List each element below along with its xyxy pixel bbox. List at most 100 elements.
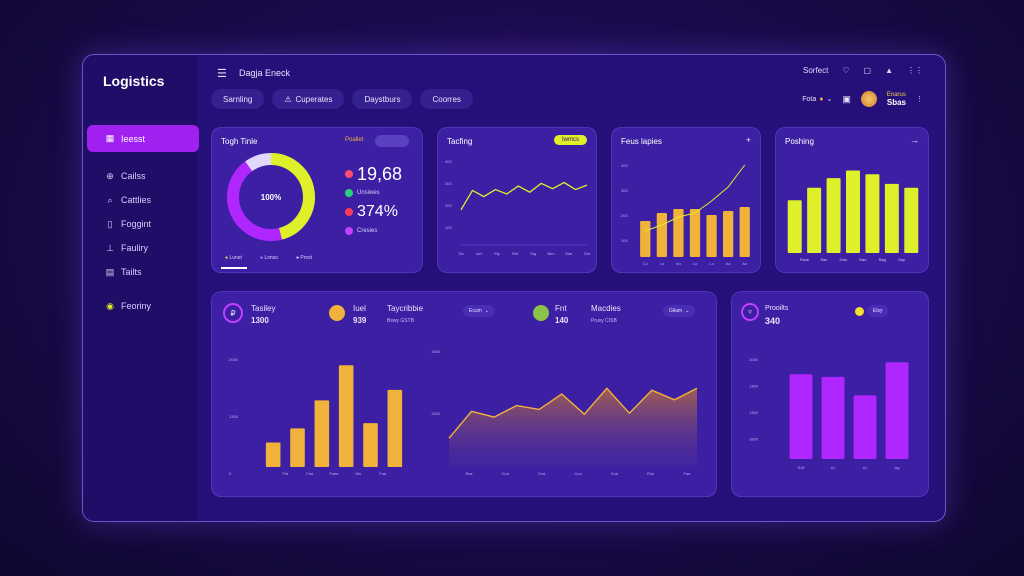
- y-tick-label: 100: [445, 225, 452, 230]
- bar: [314, 400, 330, 467]
- x-tick-label: Aet: [476, 251, 483, 256]
- tab-coorres[interactable]: Coorres: [420, 89, 473, 109]
- purple-card: ▿ Prooilts 340 Elsy 1000 1300 1300 1800 SJ8 A…: [731, 291, 929, 497]
- user-row: Fota ● ⌄ ▣ Enarus Sbas ⋮: [802, 91, 923, 107]
- calendar-icon[interactable]: ▣: [842, 93, 851, 104]
- metric-value: 1300: [251, 316, 269, 325]
- sidebar-item-foggint[interactable]: ▯ Foggint: [83, 212, 197, 236]
- sidebar-item-feoriny[interactable]: ◉ Feoriny: [83, 294, 197, 318]
- bar: [706, 215, 717, 257]
- shield-icon: ₽: [223, 303, 243, 323]
- y-tick-label: 1800: [749, 437, 759, 442]
- x-tick-label: Lo: [660, 261, 665, 266]
- donut-slice: [270, 153, 315, 240]
- select-gliam[interactable]: Gliam ⌄: [663, 305, 696, 317]
- metric-title: Prooilts: [765, 305, 789, 312]
- stat-icon: [345, 170, 353, 178]
- y-tick-label: 300: [445, 181, 452, 186]
- stat-icon: [345, 189, 353, 197]
- y-tick-label: 1300: [431, 411, 441, 416]
- chevron-down-icon: ⌄: [826, 96, 833, 103]
- more-icon[interactable]: ⋮: [916, 96, 923, 103]
- tab-cuperates[interactable]: ⚠ Cuperates: [272, 89, 345, 109]
- trend-line: [460, 181, 588, 211]
- x-tick-label: Cod: [538, 471, 545, 476]
- x-tick-label: Ras: [465, 471, 472, 476]
- sidebar-item-cattlies[interactable]: ⌕ Cattlies: [83, 188, 197, 212]
- x-tick-label: Say: [898, 257, 905, 262]
- status-dot-icon: ●: [819, 95, 824, 103]
- bar: [789, 374, 813, 459]
- document-icon: ▯: [107, 218, 113, 229]
- chart-icon: ⊥: [106, 242, 114, 253]
- y-tick-label: 200: [445, 203, 452, 208]
- stat-icon: [345, 227, 353, 235]
- y-tick-label: 1300: [749, 410, 759, 415]
- donut-card: Togh Tinle Poaliet 100% 19,68 Unsiwes 37…: [211, 127, 423, 273]
- card-title: Togh Tinle: [221, 137, 258, 146]
- x-tick-label: An: [676, 261, 681, 266]
- sidebar-item-cailss[interactable]: ⊕ Cailss: [83, 164, 197, 188]
- donut-center-label: 100%: [261, 193, 281, 202]
- metric-iuel: Iuel 939: [353, 303, 366, 327]
- select-elsy[interactable]: Elsy: [867, 305, 889, 317]
- filter-dropdown[interactable]: Fota ● ⌄: [802, 95, 833, 104]
- bars-small-card: Feus lapies + 400 300 200 100 Cc Lo An Lo Lo Ao Ao: [611, 127, 761, 273]
- stat-value: 374%: [357, 203, 398, 220]
- x-tick-label: Fade: [329, 471, 339, 476]
- donut-chart: 100%: [227, 153, 315, 241]
- bar: [265, 442, 281, 467]
- plus-icon[interactable]: +: [745, 135, 751, 145]
- bar: [884, 183, 899, 253]
- bar: [846, 170, 860, 253]
- x-tick-label: AJ: [863, 465, 868, 470]
- trend-chart: 400 300 200 100 Tor Aet Sty Ret Tog Ben Mar Oct: [445, 159, 591, 256]
- sidebar-item-label: Fauliry: [121, 243, 149, 253]
- bell-icon[interactable]: ▲: [885, 66, 893, 75]
- avatar[interactable]: [860, 91, 877, 107]
- sorfect-button[interactable]: Sorfect: [803, 66, 829, 75]
- apps-icon[interactable]: ⋮⋮: [907, 66, 923, 75]
- bar: [689, 209, 701, 257]
- sidebar-item-label: Foggint: [121, 219, 152, 229]
- filter-label: Fota: [802, 95, 817, 103]
- app-brand: Logistics: [103, 73, 165, 89]
- grid-icon: ▦: [105, 133, 115, 143]
- x-tick-label: Lo: [693, 261, 698, 266]
- hamburger-icon[interactable]: ☰: [217, 68, 227, 80]
- bar: [656, 213, 667, 257]
- y-tick-label: 100: [621, 238, 628, 243]
- bars-lime-chart: Faus Sav Gao Gan Sag Say: [787, 170, 919, 262]
- sidebar-nav: ▦ Ieesst ⊕ Cailss ⌕ Cattlies ▯ Foggint ⊥…: [83, 125, 199, 318]
- x-tick-label: Coo: [502, 471, 510, 476]
- metric-fnt: Fnt 140: [555, 303, 568, 327]
- arrow-right-icon[interactable]: →: [910, 135, 919, 145]
- tab-sarnling[interactable]: Sarnling: [211, 89, 265, 109]
- select-label: Elsy: [873, 308, 883, 314]
- bar: [739, 207, 750, 257]
- sidebar-item-ieesst[interactable]: ▦ Ieesst: [87, 125, 199, 152]
- metric-prooilts: Prooilts 340: [765, 303, 788, 327]
- x-tick-label: Sav: [820, 257, 827, 262]
- toggle-icon[interactable]: [375, 135, 409, 147]
- globe-icon: ⊕: [106, 170, 114, 181]
- bar: [387, 389, 403, 467]
- trend-badge[interactable]: Iwmcs: [554, 135, 587, 145]
- x-tick-label: Fid: [283, 471, 289, 476]
- sidebar-item-tailts[interactable]: ▤ Tailts: [83, 260, 197, 284]
- sidebar: Logistics ▦ Ieesst ⊕ Cailss ⌕ Cattlies ▯…: [83, 55, 199, 521]
- y-tick-label: 0: [229, 471, 232, 476]
- stat-row: 19,68: [345, 163, 402, 185]
- bar: [787, 200, 802, 253]
- stat-row: Cresies: [345, 223, 402, 239]
- y-tick-label: 1300: [749, 384, 759, 389]
- y-tick-label: 200: [621, 213, 628, 218]
- donut-legend: ● Lunet ● Lonso ● Prost: [225, 255, 312, 261]
- stat-icon: [345, 208, 353, 216]
- heart-icon[interactable]: ♡: [842, 66, 850, 75]
- select-ecum[interactable]: Ecum ⌄: [463, 305, 495, 317]
- square-icon[interactable]: ▢: [863, 66, 872, 75]
- tab-daystburs[interactable]: Daystburs: [352, 89, 413, 109]
- donut-pill[interactable]: Poaliet: [345, 137, 364, 143]
- sidebar-item-fauliry[interactable]: ⊥ Fauliry: [83, 236, 197, 260]
